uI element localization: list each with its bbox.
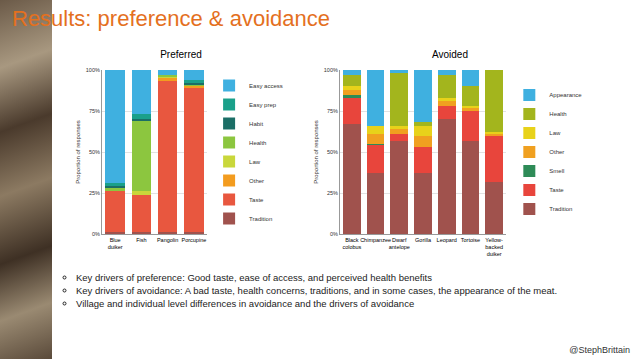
svg-text:Appearance: Appearance [549,92,582,98]
svg-text:Easy access: Easy access [249,83,283,89]
svg-text:Porcupine: Porcupine [181,237,206,243]
svg-text:Tortoise: Tortoise [461,237,480,243]
svg-text:100%: 100% [324,67,338,73]
svg-text:Dwarfantelope: Dwarfantelope [389,237,410,250]
svg-text:Pangolin: Pangolin [157,237,178,243]
html-text:Results: preference & avoidanc: Results: preference & avoidance [12,6,330,31]
svg-text:0%: 0% [330,231,338,237]
svg-text:25%: 25% [89,190,100,196]
svg-text:Easy prep: Easy prep [249,102,277,108]
svg-text:Leopard: Leopard [437,237,457,243]
html-text:@StephBrittain: @StephBrittain [569,345,630,355]
svg-text:Preferred: Preferred [160,49,202,60]
html-text:Key drivers of avoidance: A ba: Key drivers of avoidance: A bad taste, h… [76,284,558,296]
svg-text:75%: 75% [89,108,100,114]
svg-text:Tradition: Tradition [549,206,572,212]
svg-text:Health: Health [549,111,566,117]
svg-text:Taste: Taste [549,187,564,193]
svg-text:Tradition: Tradition [249,216,272,222]
svg-text:Blueduiker: Blueduiker [108,237,123,250]
svg-text:75%: 75% [327,108,338,114]
svg-text:Taste: Taste [249,197,264,203]
html-text:Key drivers of preference: Goo: Key drivers of preference: Good taste, e… [76,272,432,283]
svg-text:Health: Health [249,140,266,146]
svg-text:100%: 100% [86,67,100,73]
svg-text:Avoided: Avoided [432,49,468,60]
svg-text:Law: Law [549,130,561,136]
svg-text:Habit: Habit [249,121,263,127]
svg-text:Other: Other [249,178,264,184]
html-text:Village and individual level d: Village and individual level differences… [76,297,415,309]
svg-text:Chimpanzee: Chimpanzee [360,237,391,243]
svg-text:50%: 50% [327,149,338,155]
svg-text:0%: 0% [92,231,100,237]
svg-text:50%: 50% [89,149,100,155]
svg-text:Proportion of responses: Proportion of responses [313,120,319,184]
svg-text:Yellow-backedduiker: Yellow-backedduiker [485,237,503,257]
svg-text:Other: Other [549,149,564,155]
svg-text:Fish: Fish [136,237,146,243]
svg-text:Law: Law [249,159,261,165]
svg-text:Gorilla: Gorilla [415,237,432,243]
svg-text:25%: 25% [327,190,338,196]
svg-text:Smell: Smell [549,168,564,174]
svg-text:Blackcolobus: Blackcolobus [342,237,361,250]
svg-text:Proportion of responses: Proportion of responses [75,120,81,184]
